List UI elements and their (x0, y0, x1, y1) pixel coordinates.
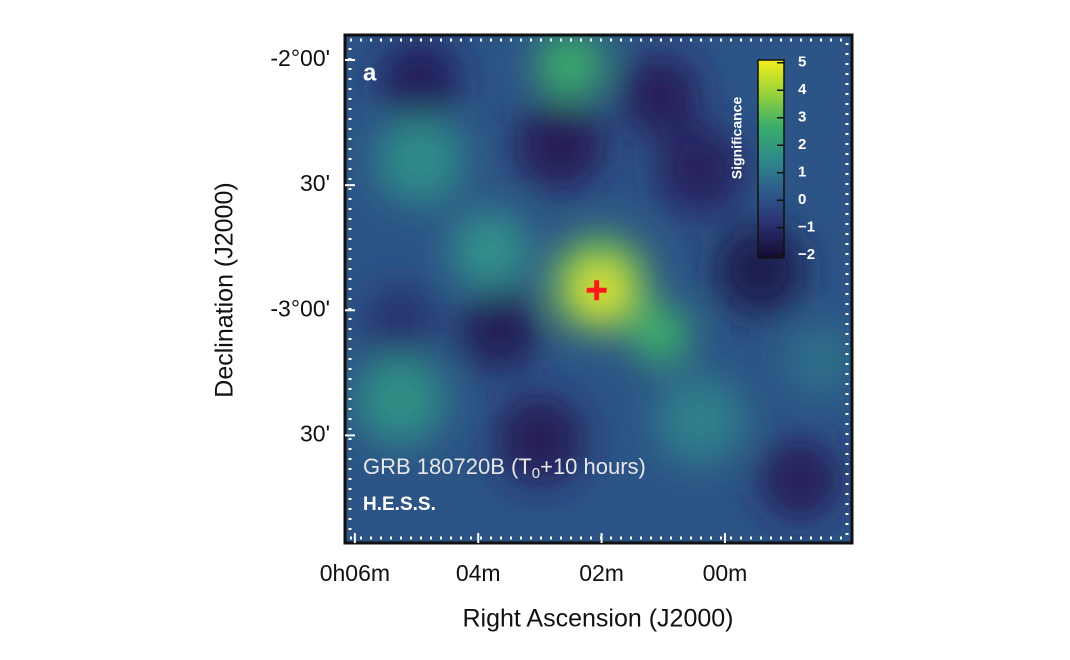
colorbar-tick-label: 3 (798, 109, 806, 126)
y-tick-label: -2°00' (270, 45, 330, 71)
x-axis-label: Right Ascension (J2000) (463, 605, 734, 633)
y-axis-label: Declination (J2000) (211, 182, 239, 397)
colorbar-tick-label: 4 (798, 81, 807, 98)
x-tick-label: 02m (579, 560, 624, 586)
annotation-rest: +10 hours) (540, 454, 646, 479)
x-tick-label: 04m (456, 560, 501, 586)
annotation: GRB 180720B (T0+10 hours) (363, 454, 646, 482)
panel-label: a (363, 59, 377, 86)
colorbar-label: Significance (729, 97, 745, 180)
colorbar-tick-label: 0 (798, 191, 806, 208)
y-tick-label: -3°00' (270, 295, 330, 321)
y-tick-label: 30' (300, 170, 330, 196)
plot-frame (343, 33, 854, 545)
x-tick-label: 0h06m (320, 560, 390, 586)
colorbar-tick-label: −2 (798, 246, 815, 263)
annotation-sub: 0 (532, 465, 540, 482)
colorbar-tick-label: −1 (798, 219, 815, 236)
colorbar (757, 59, 785, 259)
y-tick-label: 30' (300, 420, 330, 446)
annotation-main: GRB 180720B (T (363, 454, 532, 479)
frame-ticks (348, 38, 849, 540)
colorbar-tick-label: 2 (798, 136, 806, 153)
colorbar-tick-label: 1 (798, 164, 806, 181)
colorbar-tick-label: 5 (798, 54, 806, 71)
x-tick-label: 00m (703, 560, 748, 586)
instrument-label: H.E.S.S. (363, 494, 436, 515)
source-marker (586, 280, 607, 301)
